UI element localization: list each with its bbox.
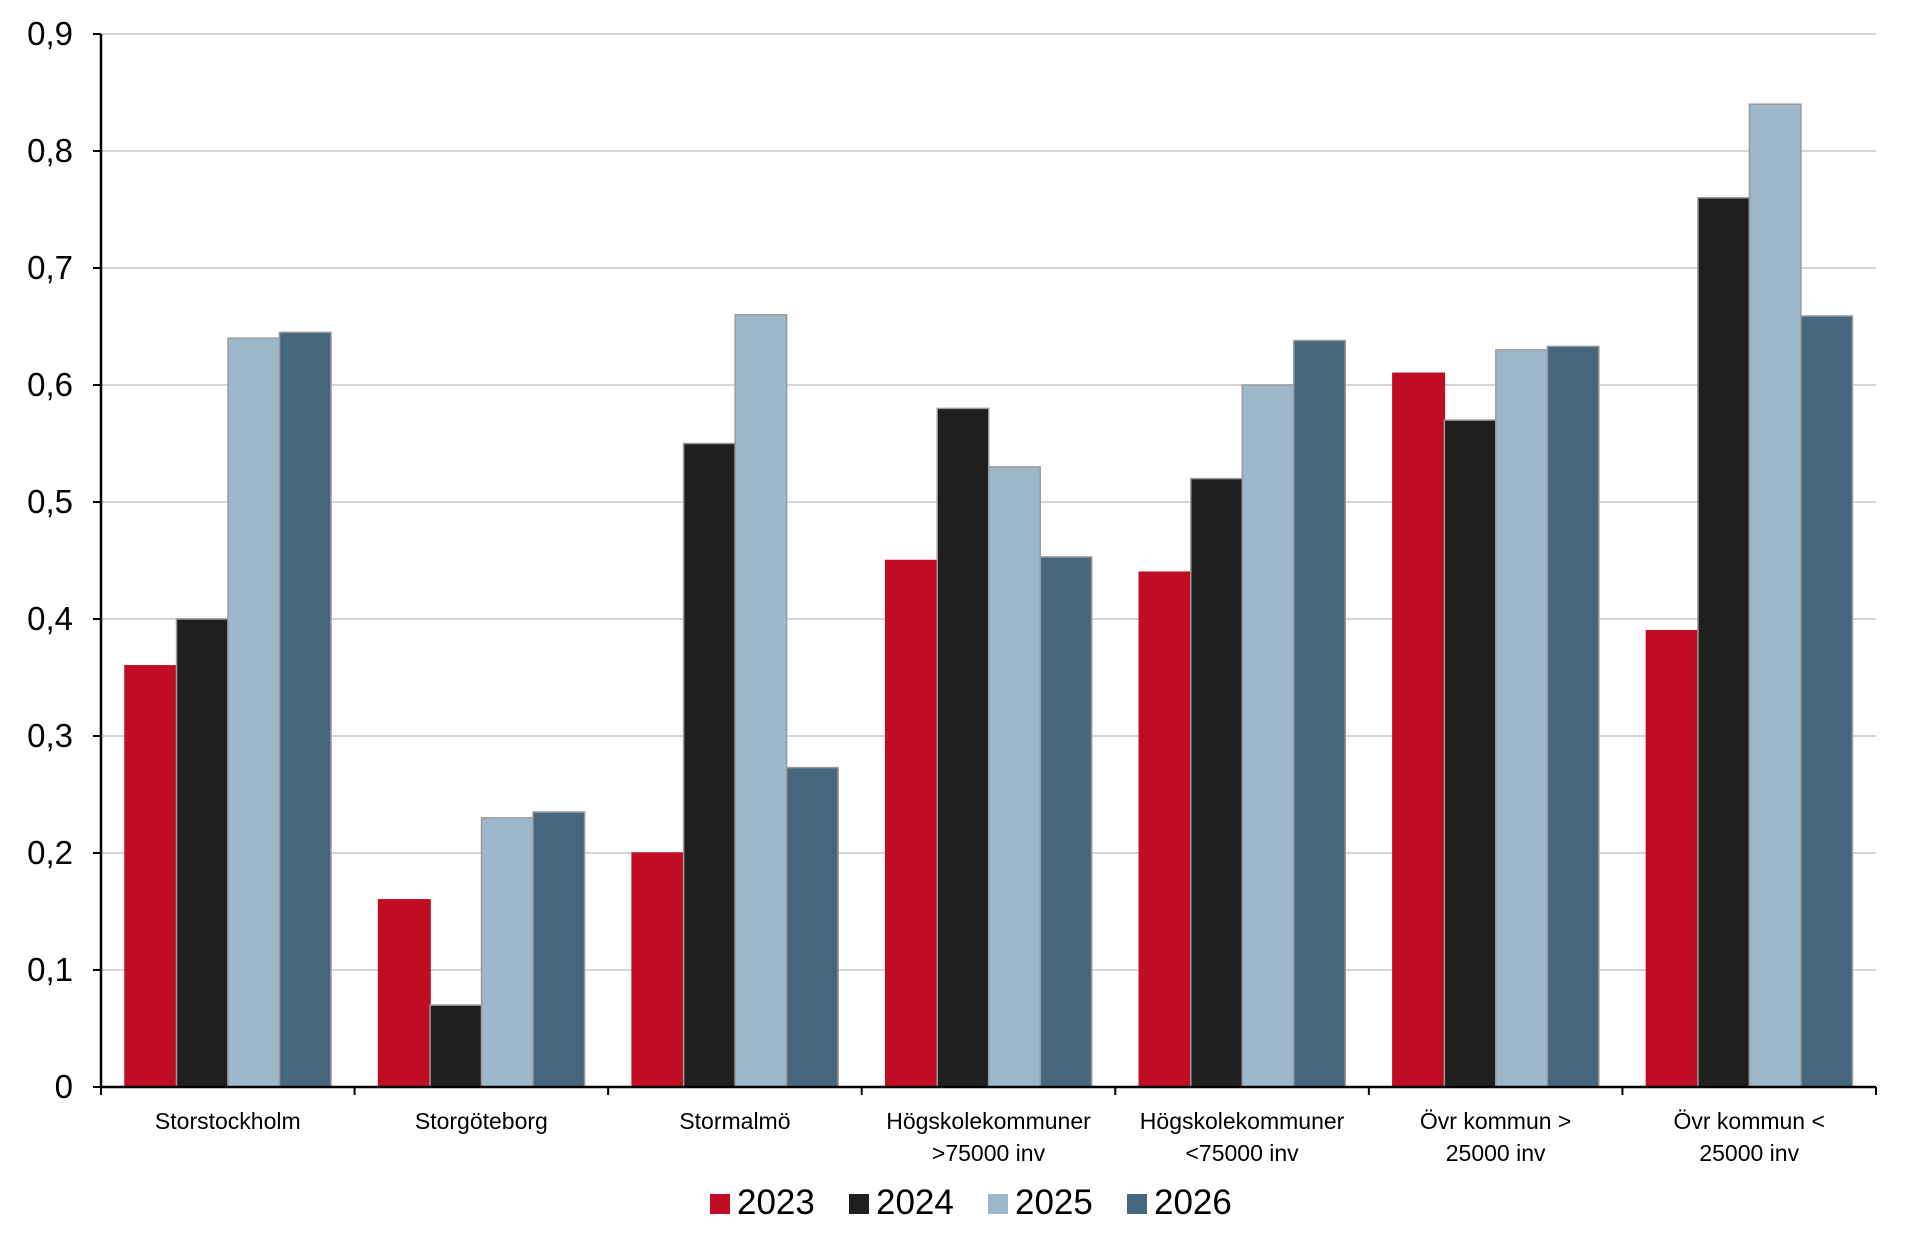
legend-swatch-2026 (1127, 1194, 1147, 1214)
x-tick-label: <75000 inv (1185, 1140, 1299, 1166)
x-tick-label: >75000 inv (932, 1140, 1046, 1166)
bar-2025-3 (987, 466, 1041, 1088)
bar-2024-2 (682, 442, 736, 1088)
bar-2023-4 (1138, 571, 1192, 1088)
x-tick-label: Övr kommun > (1420, 1108, 1571, 1134)
x-tick-label: Storstockholm (155, 1108, 301, 1134)
bar-2026-3 (1039, 556, 1093, 1088)
x-tick-label: Övr kommun < (1673, 1108, 1824, 1134)
bars (124, 103, 1854, 1088)
bar-2025-6 (1748, 103, 1802, 1088)
y-tick-label: 0 (55, 1068, 73, 1105)
x-tick-label: 25000 inv (1699, 1140, 1799, 1166)
bar-2024-4 (1190, 477, 1244, 1088)
x-tick-label: Högskolekommuner (1140, 1108, 1345, 1134)
legend-swatch-2025 (988, 1194, 1008, 1214)
y-tick-labels: 0 0,1 0,2 0,3 0,4 0,5 0,6 0,7 0,8 0,9 (27, 15, 73, 1105)
y-tick-label: 0,4 (27, 600, 73, 637)
legend-label-2025: 2025 (1015, 1183, 1093, 1222)
bar-2025-2 (734, 314, 788, 1088)
x-tick-label: Högskolekommuner (886, 1108, 1091, 1134)
y-tick-label: 0,5 (27, 483, 73, 520)
legend-label-2024: 2024 (876, 1183, 954, 1222)
x-tick-label: Stormalmö (679, 1108, 790, 1134)
bar-2026-5 (1546, 345, 1600, 1088)
legend-swatch-2024 (849, 1194, 869, 1214)
bar-2023-1 (377, 899, 431, 1088)
bar-2026-1 (532, 811, 586, 1088)
bar-2025-5 (1495, 349, 1549, 1088)
y-tick-label: 0,8 (27, 132, 73, 169)
x-tick-labels: Storstockholm Storgöteborg Stormalmö Högsko… (155, 1108, 1825, 1166)
bar-2024-5 (1443, 419, 1497, 1088)
legend-label-2023: 2023 (737, 1183, 815, 1222)
y-tick-label: 0,7 (27, 249, 73, 286)
x-tick-label: Storgöteborg (415, 1108, 548, 1134)
y-tick-label: 0,2 (27, 834, 73, 871)
bar-2026-2 (785, 766, 839, 1088)
x-tick-label: 25000 inv (1446, 1140, 1546, 1166)
bar-2023-0 (124, 665, 178, 1088)
bar-2023-5 (1392, 372, 1446, 1088)
bar-2026-0 (278, 331, 332, 1088)
bar-2025-1 (480, 817, 534, 1088)
bar-2025-0 (227, 337, 281, 1088)
legend-swatch-2023 (710, 1194, 730, 1214)
bar-2026-6 (1800, 315, 1854, 1088)
y-tick-label: 0,1 (27, 951, 73, 988)
y-tick-label: 0,6 (27, 366, 73, 403)
bar-2024-6 (1697, 197, 1751, 1088)
bar-2024-1 (429, 1004, 483, 1088)
bar-2023-2 (631, 852, 685, 1088)
axes (93, 33, 1877, 1095)
bar-2024-0 (175, 618, 229, 1088)
y-tick-label: 0,9 (27, 15, 73, 52)
bar-2023-6 (1645, 629, 1699, 1088)
legend-label-2026: 2026 (1154, 1183, 1232, 1222)
bar-2023-3 (884, 559, 938, 1088)
bar-2026-4 (1293, 339, 1347, 1088)
legend: 2023 2024 2025 2026 (710, 1183, 1232, 1222)
y-tick-label: 0,3 (27, 717, 73, 754)
bar-2025-4 (1241, 384, 1295, 1088)
bar-2024-3 (936, 407, 990, 1088)
